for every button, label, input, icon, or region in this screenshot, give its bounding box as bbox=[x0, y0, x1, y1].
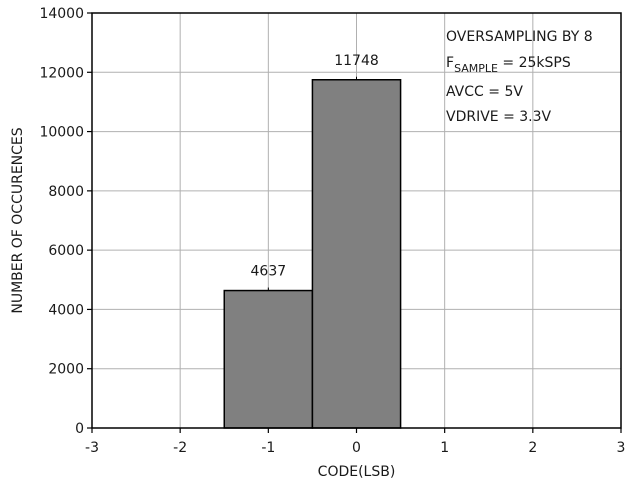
y-tick-label: 12000 bbox=[39, 65, 84, 81]
fsample-value: = 25kSPS bbox=[498, 55, 571, 71]
x-tick-label: 2 bbox=[528, 440, 537, 456]
y-tick-label: 6000 bbox=[48, 243, 84, 259]
x-tick-label: 3 bbox=[617, 440, 626, 456]
y-tick-label: 2000 bbox=[48, 362, 84, 378]
bar-value-label: 11748 bbox=[334, 53, 379, 69]
y-tick-label: 8000 bbox=[48, 184, 84, 200]
y-axis-title: NUMBER OF OCCURENCES bbox=[10, 127, 26, 313]
y-tick-label: 4000 bbox=[48, 302, 84, 318]
histogram-bar bbox=[223, 289, 314, 429]
x-tick-label: 0 bbox=[352, 440, 361, 456]
annotation-box: OVERSAMPLING BY 8 FSAMPLE = 25kSPS AVCC … bbox=[446, 29, 593, 125]
annotation-line-oversampling: OVERSAMPLING BY 8 bbox=[446, 29, 593, 45]
annotation-line-avcc: AVCC = 5V bbox=[446, 84, 523, 100]
x-tick-label: -1 bbox=[261, 440, 275, 456]
bar-value-label: 4637 bbox=[251, 264, 287, 280]
x-axis-title: CODE(LSB) bbox=[318, 464, 396, 480]
data-labels: 4637 11748 bbox=[251, 53, 379, 291]
fsample-subscript: SAMPLE bbox=[454, 62, 498, 75]
bars bbox=[223, 79, 402, 429]
histogram-bar bbox=[311, 79, 402, 429]
y-tick-label: 10000 bbox=[39, 125, 84, 141]
y-tick-label: 0 bbox=[75, 421, 84, 437]
y-tick-label: 14000 bbox=[39, 6, 84, 22]
fsample-main: F bbox=[446, 55, 454, 71]
annotation-line-vdrive: VDRIVE = 3.3V bbox=[446, 109, 552, 125]
x-tick-label: -3 bbox=[85, 440, 99, 456]
x-tick-label: 1 bbox=[440, 440, 449, 456]
axis-ticks: -3 -2 -1 0 1 2 3 0 2000 4000 6000 8000 10000 12000 140… bbox=[39, 6, 625, 456]
annotation-line-fsample: FSAMPLE = 25kSPS bbox=[446, 55, 571, 75]
x-tick-label: -2 bbox=[173, 440, 187, 456]
